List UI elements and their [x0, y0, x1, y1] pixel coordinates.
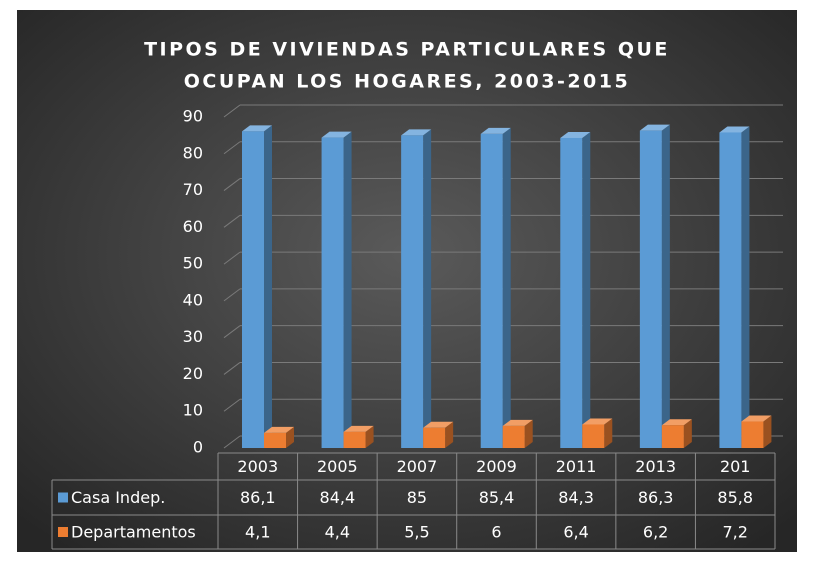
x-tick-label: 2005: [317, 457, 358, 476]
bar-side: [582, 131, 591, 449]
chart-title: OCUPAN LOS HOGARES, 2003-2015: [184, 71, 630, 93]
x-tick-label: 2003: [237, 457, 278, 476]
bar-side: [445, 421, 454, 448]
grid-line: [223, 288, 241, 302]
x-tick-label: 2011: [556, 457, 597, 476]
bar-side: [423, 129, 432, 448]
data-label: 85,8: [717, 488, 753, 507]
data-label: 84,4: [320, 488, 356, 507]
bar: [719, 132, 742, 449]
bar-top: [741, 415, 772, 422]
data-label: 84,3: [558, 488, 594, 507]
grid-line: [223, 251, 241, 265]
y-tick-label: 40: [183, 290, 203, 309]
x-tick-label: 2013: [635, 457, 676, 476]
bar-top: [401, 129, 432, 136]
data-label: 7,2: [722, 523, 747, 542]
bar: [321, 137, 344, 448]
bar-side: [741, 126, 750, 449]
bar-top: [423, 421, 454, 428]
y-tick-label: 80: [183, 143, 203, 162]
x-tick-label: 2009: [476, 457, 517, 476]
bar-side: [763, 415, 772, 448]
bar: [401, 135, 424, 448]
data-label: 4,4: [325, 523, 350, 542]
data-label: 86,1: [240, 488, 276, 507]
bar-side: [502, 127, 511, 448]
bar: [661, 425, 684, 448]
bar-top: [480, 127, 511, 134]
bar-side: [264, 125, 272, 449]
bar: [480, 133, 503, 448]
grid-line: [223, 362, 241, 375]
bar-top: [582, 418, 613, 425]
grid-line: [223, 178, 241, 191]
legend-swatch: [58, 492, 68, 503]
y-tick-label: 60: [183, 217, 203, 236]
grid-line: [223, 214, 241, 228]
bar-side: [286, 426, 294, 448]
bar-side: [661, 124, 670, 448]
legend-label: Departamentos: [71, 523, 196, 542]
bar-top: [661, 419, 692, 426]
grid-line: [223, 141, 241, 155]
data-label: 85: [407, 488, 427, 507]
grid-line: [223, 325, 241, 339]
bar: [242, 131, 264, 449]
data-label: 5,5: [404, 523, 429, 542]
bar-side: [365, 425, 374, 448]
bar-top: [264, 426, 294, 433]
chart-title: TIPOS DE VIVIENDAS PARTICULARES QUE: [144, 39, 670, 61]
bar-side: [604, 418, 613, 448]
bar-side: [343, 131, 352, 448]
bar-top: [242, 125, 272, 132]
legend-swatch: [58, 527, 68, 537]
bar: [560, 137, 583, 449]
bar-top: [502, 419, 533, 426]
grid-line: [223, 398, 241, 412]
bar: [423, 427, 446, 448]
y-tick-label: 70: [183, 180, 203, 199]
y-tick-label: 0: [193, 438, 203, 457]
data-label: 6,2: [643, 523, 668, 542]
data-label: 6: [491, 523, 501, 542]
y-tick-label: 20: [183, 364, 203, 383]
bar-top: [343, 425, 374, 432]
grid-line: [223, 435, 241, 449]
data-label: 86,3: [638, 488, 674, 507]
bar: [639, 130, 662, 448]
bar: [741, 421, 764, 448]
data-label: 6,4: [563, 523, 588, 542]
legend-label: Casa Indep.: [71, 488, 165, 507]
bar: [343, 431, 366, 448]
bar-side: [683, 419, 692, 448]
bar-top: [321, 131, 352, 138]
data-label: 85,4: [479, 488, 515, 507]
y-tick-label: 50: [183, 254, 203, 273]
bar-top: [560, 131, 591, 138]
y-tick-label: 10: [183, 401, 203, 420]
x-tick-label: 2007: [397, 457, 438, 476]
bar: [264, 432, 286, 448]
bar-top: [639, 124, 670, 131]
grid-line: [223, 104, 241, 118]
bar: [502, 425, 525, 448]
x-tick-label: 201: [720, 457, 751, 476]
y-tick-label: 90: [183, 107, 203, 126]
bar-side: [524, 419, 533, 448]
data-label: 4,1: [245, 523, 270, 542]
y-tick-label: 30: [183, 327, 203, 346]
bar: [582, 424, 605, 448]
bar-top: [719, 126, 750, 133]
